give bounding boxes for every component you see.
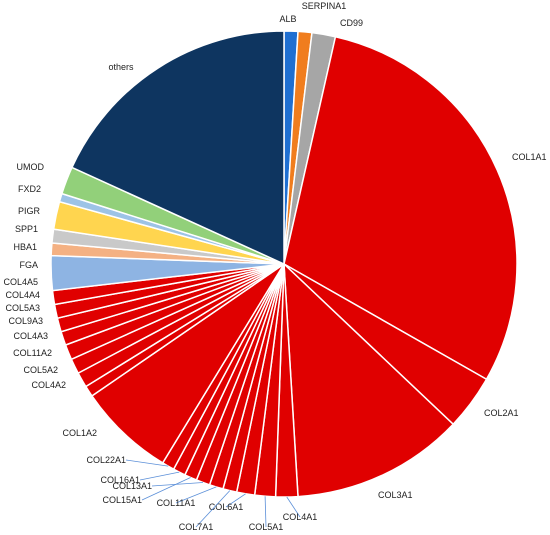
slice-label-serpina1: SERPINA1 — [302, 1, 347, 11]
slice-label-col7a1: COL7A1 — [179, 522, 214, 532]
slice-label-col13a1: COL13A1 — [112, 481, 152, 491]
leader-line-col6a1 — [225, 493, 246, 508]
leader-line-col4a1 — [286, 496, 301, 518]
slice-label-col4a2: COL4A2 — [31, 380, 66, 390]
slice-label-fxd2: FXD2 — [18, 184, 41, 194]
slice-label-col5a2: COL5A2 — [23, 365, 58, 375]
slice-label-umod: UMOD — [17, 162, 45, 172]
slice-label-col4a3: COL4A3 — [13, 331, 48, 341]
slice-label-col5a1: COL5A1 — [249, 522, 284, 532]
slice-label-col5a3: COL5A3 — [5, 303, 40, 313]
leader-line-col15a1 — [141, 477, 191, 501]
slice-label-col16a1: COL16A1 — [100, 475, 140, 485]
leader-line-col5a1 — [264, 496, 267, 528]
slice-label-pigr: PIGR — [18, 206, 41, 216]
slice-label-hba1: HBA1 — [13, 242, 37, 252]
leader-line-col13a1 — [151, 482, 204, 487]
slice-label-col4a5: COL4A5 — [3, 277, 38, 287]
slice-label-col1a2: COL1A2 — [62, 428, 97, 438]
slice-label-alb: ALB — [279, 14, 296, 24]
leader-line-col7a1 — [195, 490, 231, 528]
slice-label-col11a2: COL11A2 — [13, 348, 52, 358]
pie-slice-col1a1 — [283, 35, 518, 381]
leader-line-col16a1 — [139, 471, 180, 481]
slice-label-col11a1: COL11A1 — [157, 498, 196, 508]
leader-line-col11a1 — [175, 486, 217, 504]
slice-label-spp1: SPP1 — [15, 224, 38, 234]
slice-label-col1a1: COL1A1 — [512, 152, 547, 162]
slice-label-col3a1: COL3A1 — [378, 490, 413, 500]
slice-label-col6a1: COL6A1 — [209, 502, 244, 512]
slice-label-col22a1: COL22A1 — [86, 455, 126, 465]
slice-label-col4a1: COL4A1 — [283, 512, 318, 522]
slice-label-col15a1: COL15A1 — [102, 495, 142, 505]
leader-line-col22a1 — [125, 459, 169, 467]
pie-slice-others — [70, 30, 285, 266]
pie-slice-col3a1 — [283, 262, 455, 498]
slice-label-fga: FGA — [19, 260, 38, 270]
slice-label-col4a4: COL4A4 — [5, 290, 40, 300]
slice-label-others: others — [108, 62, 134, 72]
slice-label-cd99: CD99 — [340, 18, 363, 28]
slice-label-col2a1: COL2A1 — [484, 408, 519, 418]
slice-label-col9a3: COL9A3 — [8, 316, 43, 326]
